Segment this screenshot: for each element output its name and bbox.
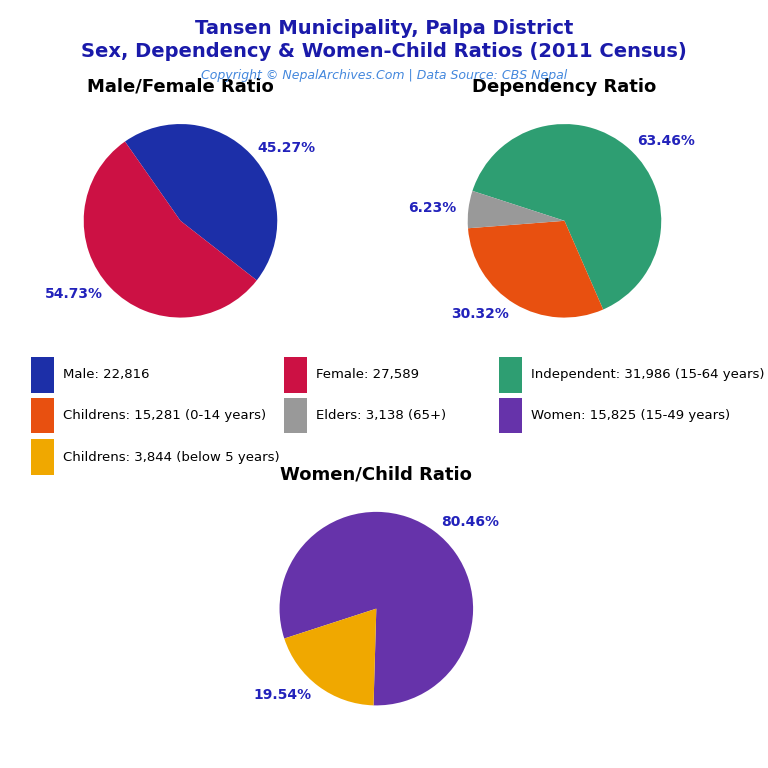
FancyBboxPatch shape	[31, 357, 54, 392]
Wedge shape	[468, 221, 603, 317]
FancyBboxPatch shape	[499, 398, 522, 433]
FancyBboxPatch shape	[284, 398, 307, 433]
FancyBboxPatch shape	[499, 357, 522, 392]
Text: Women: 15,825 (15-49 years): Women: 15,825 (15-49 years)	[531, 409, 730, 422]
FancyBboxPatch shape	[284, 357, 307, 392]
Wedge shape	[280, 511, 473, 705]
Text: Independent: 31,986 (15-64 years): Independent: 31,986 (15-64 years)	[531, 369, 765, 381]
Text: Elders: 3,138 (65+): Elders: 3,138 (65+)	[316, 409, 446, 422]
Text: Childrens: 3,844 (below 5 years): Childrens: 3,844 (below 5 years)	[63, 451, 280, 464]
Wedge shape	[472, 124, 661, 310]
Wedge shape	[125, 124, 277, 280]
Text: Copyright © NepalArchives.Com | Data Source: CBS Nepal: Copyright © NepalArchives.Com | Data Sou…	[201, 69, 567, 82]
Title: Dependency Ratio: Dependency Ratio	[472, 78, 657, 95]
Wedge shape	[84, 141, 257, 317]
Text: Sex, Dependency & Women-Child Ratios (2011 Census): Sex, Dependency & Women-Child Ratios (20…	[81, 42, 687, 61]
Text: Tansen Municipality, Palpa District: Tansen Municipality, Palpa District	[195, 19, 573, 38]
Text: Childrens: 15,281 (0-14 years): Childrens: 15,281 (0-14 years)	[63, 409, 266, 422]
Wedge shape	[284, 608, 376, 705]
Text: Female: 27,589: Female: 27,589	[316, 369, 419, 381]
FancyBboxPatch shape	[31, 439, 54, 475]
Text: 45.27%: 45.27%	[258, 141, 316, 154]
Title: Women/Child Ratio: Women/Child Ratio	[280, 465, 472, 483]
Text: 30.32%: 30.32%	[451, 306, 508, 321]
FancyBboxPatch shape	[31, 398, 54, 433]
Text: 6.23%: 6.23%	[409, 201, 457, 215]
Title: Male/Female Ratio: Male/Female Ratio	[87, 78, 274, 95]
Wedge shape	[468, 191, 564, 228]
Text: Male: 22,816: Male: 22,816	[63, 369, 150, 381]
Text: 63.46%: 63.46%	[637, 134, 695, 147]
Text: 80.46%: 80.46%	[442, 515, 499, 529]
Text: 19.54%: 19.54%	[253, 688, 311, 703]
Text: 54.73%: 54.73%	[45, 287, 103, 301]
